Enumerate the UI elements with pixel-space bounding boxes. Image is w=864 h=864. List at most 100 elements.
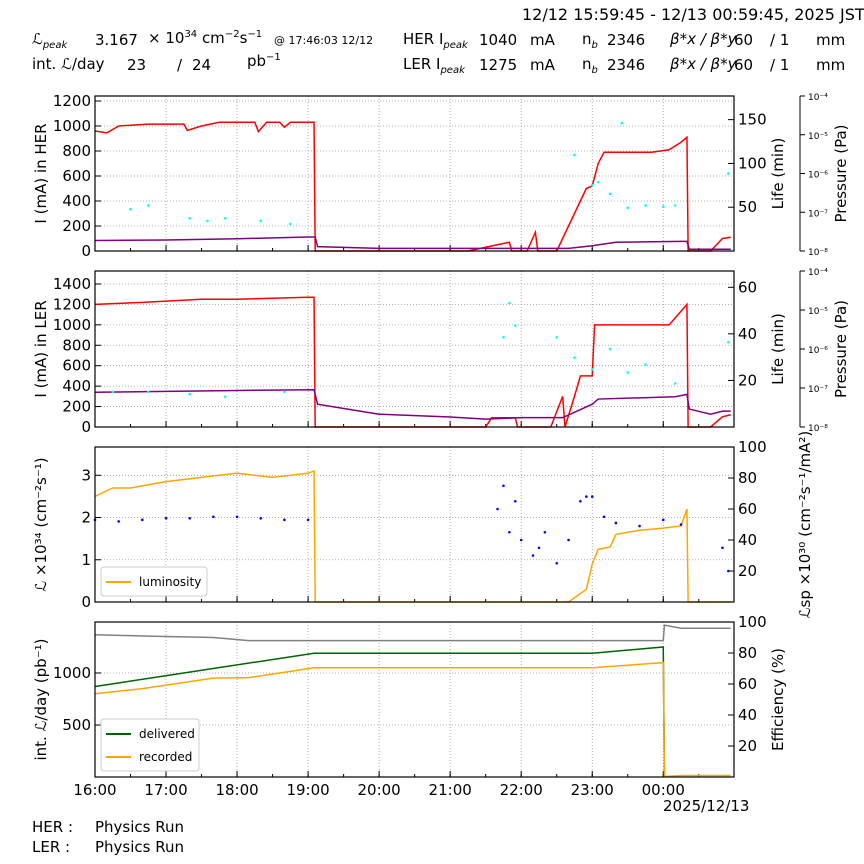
current-line	[94, 121, 731, 252]
ler-nb-value: 2346	[607, 56, 646, 74]
specific-point	[164, 517, 168, 520]
pressure-point	[608, 192, 612, 196]
specific-point	[283, 518, 286, 522]
pressure-point	[146, 390, 150, 394]
y2-tick-label: 100	[738, 438, 767, 456]
current-line	[94, 296, 731, 428]
pressure-point	[508, 301, 511, 305]
ler-beta-label: β*x / β*y	[670, 55, 737, 73]
y-tick-label: 1000	[53, 117, 91, 135]
pressure-point	[111, 390, 115, 394]
specific-point	[117, 520, 120, 523]
pressure-point	[727, 172, 730, 175]
specific-point	[141, 518, 144, 522]
y-tick-label: 200	[62, 217, 91, 235]
y2-axis-label: Life (min)	[769, 313, 787, 385]
y2-tick-label: 150	[738, 111, 767, 129]
y3-tick-label: 10⁻⁴	[808, 93, 828, 103]
x-tick-label: 23:00	[571, 781, 614, 799]
specific-point	[508, 530, 511, 534]
specific-point	[212, 515, 215, 519]
y-tick-label: 800	[62, 336, 91, 354]
her-beta-x: 60	[734, 31, 754, 49]
pressure-point	[573, 153, 576, 157]
y-tick-label: 600	[62, 167, 91, 185]
y3-tick-label: 10⁻⁷	[808, 209, 828, 219]
y3-tick-label: 10⁻⁸	[808, 424, 828, 434]
specific-point	[306, 518, 310, 522]
ler-nb-label: nb	[582, 55, 598, 76]
y2-axis-label: Efficiency (%)	[769, 648, 787, 751]
pressure-point	[206, 219, 209, 223]
y2-tick-label: 40	[738, 706, 757, 724]
her-beta-y: / 1	[770, 31, 790, 49]
y2-tick-label: 60	[738, 500, 757, 518]
y3-tick-label: 10⁻⁶	[808, 171, 828, 181]
y-tick-label: 0	[81, 242, 91, 260]
y-tick-label: 600	[62, 357, 91, 375]
y2-tick-label: 80	[738, 644, 757, 662]
y-tick-label: 1000	[53, 316, 91, 334]
lpeak-unit: × 1034 cm−2s−1	[148, 29, 263, 47]
y-tick-label: 1	[81, 551, 91, 569]
x-tick-label: 17:00	[144, 781, 187, 799]
specific-point	[519, 538, 523, 542]
legend-box	[100, 566, 208, 597]
pressure-point	[590, 183, 594, 187]
specific-point	[513, 499, 517, 503]
ler-ipeak-value: 1275	[479, 56, 518, 74]
pressure-point	[661, 205, 665, 208]
date-label: 2025/12/13	[663, 797, 750, 815]
intl-delivered: 23	[127, 56, 147, 74]
specific-point	[602, 515, 606, 519]
specific-point	[531, 554, 535, 557]
pressure-point	[673, 204, 677, 207]
y2-tick-label: 40	[738, 531, 757, 549]
specific-point	[585, 495, 588, 498]
her-nb-label: nb	[582, 30, 598, 51]
pressure-point	[644, 363, 647, 366]
y-tick-label: 2	[81, 509, 91, 527]
y3-tick-label: 10⁻⁴	[808, 268, 828, 278]
specific-point	[555, 561, 559, 565]
y-tick-label: 200	[62, 398, 91, 416]
y-axis-label: I (mA) in HER	[32, 123, 50, 223]
y-tick-label: 1000	[53, 664, 91, 682]
plot-frame	[94, 270, 735, 428]
pressure-point	[626, 206, 630, 210]
pressure-point	[590, 368, 594, 371]
pressure-point	[188, 392, 192, 396]
ler-status-label: LER :	[32, 838, 71, 856]
specific-point	[679, 523, 683, 526]
ler-ipeak-label: LER Ipeak	[403, 55, 465, 76]
pressure-point	[146, 204, 150, 207]
efficiency-line	[94, 624, 731, 642]
y-tick-label: 800	[62, 142, 91, 160]
y3-axis-label: Pressure (Pa)	[832, 300, 850, 398]
y-tick-label: 3	[81, 466, 91, 484]
y2-tick-label: 20	[738, 737, 757, 755]
x-tick-label: 18:00	[215, 781, 258, 799]
pressure-point	[513, 324, 517, 327]
life-line	[94, 236, 731, 250]
her-ipeak-unit: mA	[530, 31, 555, 49]
lpeak-label: ℒpeak	[32, 30, 68, 51]
intl-unit: pb−1	[247, 52, 281, 70]
pressure-point	[223, 395, 227, 398]
y2-tick-label: 40	[738, 325, 757, 343]
y3-tick-label: 10⁻⁵	[808, 132, 828, 142]
legend-label-recorded: recorded	[139, 750, 192, 764]
y-axis-label: ℒ ×10³⁴ (cm⁻²s⁻¹)	[32, 457, 50, 591]
pressure-point	[608, 347, 612, 351]
pressure-point	[673, 382, 677, 385]
specific-point	[188, 517, 192, 520]
x-tick-label: 20:00	[358, 781, 401, 799]
specific-point	[661, 518, 665, 522]
y-axis-label: int. ℒ/day (pb⁻¹)	[32, 639, 50, 761]
specific-point	[721, 546, 724, 550]
x-tick-label: 00:00	[642, 781, 685, 799]
her-status: Physics Run	[95, 818, 185, 836]
her-nb-value: 2346	[607, 31, 646, 49]
her-ipeak-label: HER Ipeak	[403, 30, 468, 51]
